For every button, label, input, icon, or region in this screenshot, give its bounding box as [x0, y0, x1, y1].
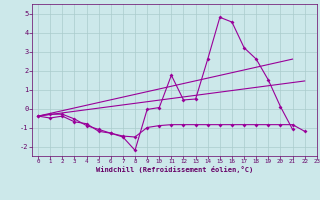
X-axis label: Windchill (Refroidissement éolien,°C): Windchill (Refroidissement éolien,°C) [96, 166, 253, 173]
